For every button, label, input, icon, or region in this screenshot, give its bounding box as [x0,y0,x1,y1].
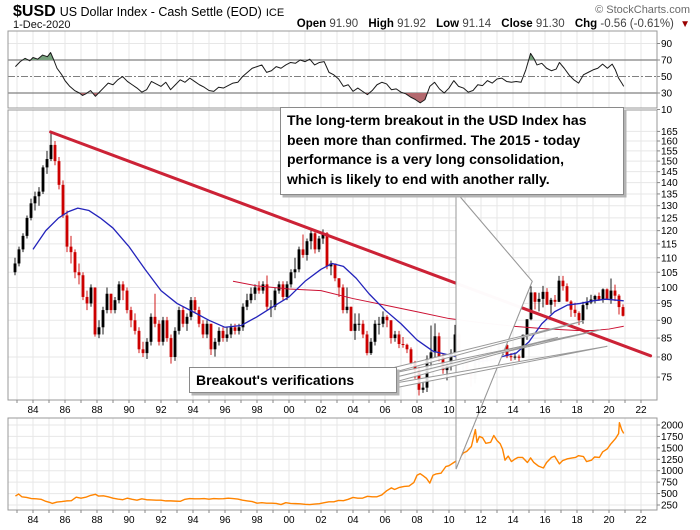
svg-text:88: 88 [91,405,103,416]
svg-text:20: 20 [603,515,615,526]
ohlc-quote-bar: Open 91.90 High 91.92 Low 91.14 Close 91… [290,18,690,30]
svg-text:10: 10 [443,515,455,526]
svg-text:155: 155 [661,146,678,157]
svg-text:85: 85 [661,334,673,345]
svg-text:14: 14 [507,405,519,416]
svg-text:80: 80 [661,352,673,363]
annotation-line: The long-term breakout in the USD Index … [287,112,587,128]
svg-text:145: 145 [661,167,678,178]
svg-text:12: 12 [475,405,487,416]
down-triangle-icon: ▼ [680,19,690,30]
annotation-breakout-label[interactable]: Breakout's verifications [189,367,397,393]
svg-text:04: 04 [347,405,359,416]
svg-text:50: 50 [661,72,673,83]
svg-text:160: 160 [661,137,678,148]
svg-text:90: 90 [123,405,135,416]
svg-text:130: 130 [661,201,678,212]
svg-text:70: 70 [661,56,673,67]
svg-text:16: 16 [539,515,551,526]
svg-text:120: 120 [661,226,678,237]
svg-text:86: 86 [59,405,71,416]
low-label: Low [436,18,460,30]
svg-text:1250: 1250 [661,455,684,466]
svg-text:92: 92 [155,515,167,526]
svg-text:95: 95 [661,299,673,310]
stockcharts-watermark[interactable]: © StockCharts.com [595,4,690,16]
svg-text:150: 150 [661,157,678,168]
svg-text:12: 12 [475,515,487,526]
svg-text:18: 18 [571,405,583,416]
svg-text:115: 115 [661,239,677,250]
svg-text:04: 04 [347,515,359,526]
svg-text:165: 165 [661,127,678,138]
instrument-title: US Dollar Index - Cash Settle (EOD) [59,5,262,19]
svg-text:1500: 1500 [661,443,684,454]
svg-text:02: 02 [315,405,327,416]
svg-text:88: 88 [91,515,103,526]
chart-header: $USD US Dollar Index - Cash Settle (EOD) I… [13,3,284,21]
svg-text:18: 18 [571,515,583,526]
svg-text:140: 140 [661,178,678,189]
open-value: 91.90 [329,18,359,30]
svg-text:96: 96 [219,515,231,526]
svg-text:22: 22 [635,515,647,526]
svg-text:1000: 1000 [661,466,684,477]
svg-text:06: 06 [379,405,391,416]
annotation-main-note[interactable]: The long-term breakout in the USD Index … [280,107,624,195]
high-value: 91.92 [397,18,426,30]
svg-text:750: 750 [661,478,678,489]
svg-text:135: 135 [661,189,678,200]
svg-text:16: 16 [539,405,551,416]
svg-text:90: 90 [661,39,673,50]
open-label: Open [296,18,327,30]
svg-text:86: 86 [59,515,71,526]
quote-date: 1-Dec-2020 [13,19,71,31]
close-value: 91.30 [535,18,565,30]
svg-text:00: 00 [283,515,295,526]
svg-text:98: 98 [251,405,263,416]
svg-text:14: 14 [507,515,519,526]
svg-text:110: 110 [661,253,677,264]
svg-text:08: 08 [411,515,423,526]
svg-text:22: 22 [635,405,647,416]
annotation-line: been more than confirmed. The 2015 - tod… [287,131,581,148]
low-value: 91.14 [462,18,492,30]
svg-text:90: 90 [661,316,673,327]
close-label: Close [501,18,533,30]
change-value: -0.56 (-0.61%) [600,18,674,30]
svg-text:08: 08 [411,405,423,416]
svg-text:30: 30 [661,89,673,100]
svg-text:10: 10 [661,105,673,116]
svg-text:02: 02 [315,515,327,526]
svg-text:125: 125 [661,213,678,224]
svg-text:96: 96 [219,405,231,416]
svg-text:92: 92 [155,405,167,416]
svg-text:105: 105 [661,268,678,279]
svg-text:94: 94 [187,405,199,416]
svg-text:100: 100 [661,283,678,294]
svg-text:94: 94 [187,515,199,526]
svg-text:00: 00 [283,405,295,416]
annotation-line: performance is a very long consolidation… [287,151,564,167]
annotation-text: Breakout's verifications [196,372,355,388]
annotation-line: which is likely to end with another rall… [287,170,550,187]
svg-text:98: 98 [251,515,263,526]
ticker-symbol[interactable]: $USD [13,3,56,20]
svg-text:10: 10 [443,405,455,416]
svg-text:1750: 1750 [661,432,684,443]
svg-text:84: 84 [27,515,39,526]
svg-text:20: 20 [603,405,615,416]
change-label: Chg [574,18,598,30]
svg-text:75: 75 [661,373,673,384]
exchange-label: ICE [265,7,285,19]
svg-text:84: 84 [27,405,39,416]
svg-text:250: 250 [661,501,678,512]
svg-text:06: 06 [379,515,391,526]
svg-text:90: 90 [123,515,135,526]
svg-text:2000: 2000 [661,421,684,432]
high-label: High [368,18,394,30]
svg-text:500: 500 [661,489,678,500]
